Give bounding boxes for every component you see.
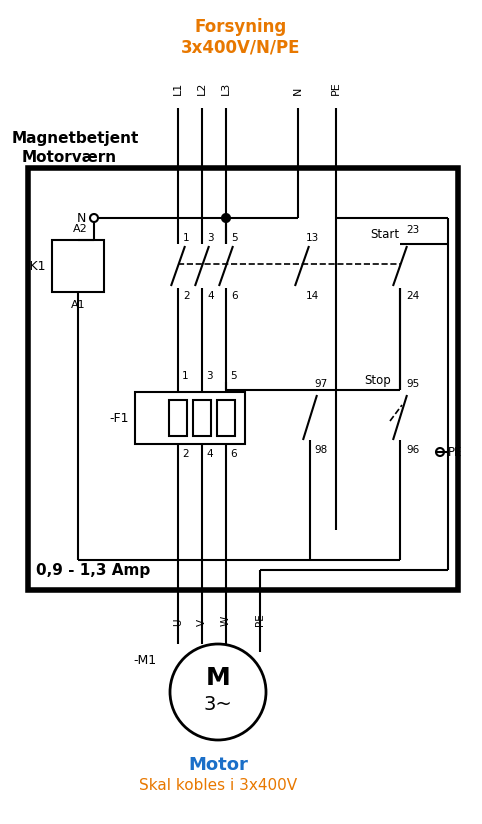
Text: L3: L3 (221, 82, 231, 95)
Text: 96: 96 (406, 445, 419, 455)
Text: -F1: -F1 (109, 411, 129, 424)
Text: 95: 95 (406, 379, 419, 389)
Text: L2: L2 (197, 82, 207, 95)
Text: Motorværn: Motorværn (22, 149, 117, 165)
Text: Forsyning
3x400V/N/PE: Forsyning 3x400V/N/PE (181, 18, 301, 57)
Text: -K1: -K1 (26, 260, 46, 273)
Text: 3: 3 (206, 371, 213, 381)
Text: Start: Start (370, 227, 399, 241)
Text: 23: 23 (406, 225, 419, 235)
Circle shape (222, 214, 230, 222)
Text: N: N (77, 212, 86, 224)
Text: V: V (197, 619, 207, 626)
Text: 2: 2 (182, 449, 188, 459)
Text: Magnetbetjent: Magnetbetjent (12, 130, 139, 146)
Text: 4: 4 (206, 449, 213, 459)
Text: 14: 14 (306, 291, 319, 301)
Bar (193, 400, 211, 436)
Text: 6: 6 (231, 291, 238, 301)
Text: 97: 97 (314, 379, 327, 389)
Text: PE: PE (331, 82, 341, 95)
Text: 2: 2 (183, 291, 189, 301)
Text: U: U (173, 619, 183, 626)
Text: PE: PE (448, 446, 462, 458)
Text: A1: A1 (71, 300, 85, 310)
Text: Stop: Stop (364, 373, 391, 386)
Bar (217, 400, 235, 436)
Bar (169, 400, 187, 436)
Text: 3: 3 (207, 233, 214, 243)
Text: W: W (221, 616, 231, 626)
Text: 5: 5 (231, 233, 238, 243)
Text: M: M (206, 666, 230, 690)
Bar (52, 240, 104, 292)
Text: Skal kobles i 3x400V: Skal kobles i 3x400V (139, 778, 297, 793)
Text: 24: 24 (406, 291, 419, 301)
Text: A2: A2 (73, 224, 87, 234)
Text: 98: 98 (314, 445, 327, 455)
Text: 6: 6 (230, 449, 237, 459)
Bar (28, 168, 458, 590)
Text: 3~: 3~ (203, 695, 232, 714)
Text: PE: PE (255, 613, 265, 626)
Text: Motor: Motor (188, 756, 248, 774)
Text: 1: 1 (183, 233, 189, 243)
Text: 5: 5 (230, 371, 237, 381)
Text: 0,9 - 1,3 Amp: 0,9 - 1,3 Amp (36, 563, 150, 578)
Text: N: N (293, 87, 303, 95)
Bar (135, 392, 245, 444)
Text: L1: L1 (173, 82, 183, 95)
Text: 4: 4 (207, 291, 214, 301)
Text: -M1: -M1 (133, 654, 156, 667)
Text: 13: 13 (306, 233, 319, 243)
Text: 1: 1 (182, 371, 188, 381)
